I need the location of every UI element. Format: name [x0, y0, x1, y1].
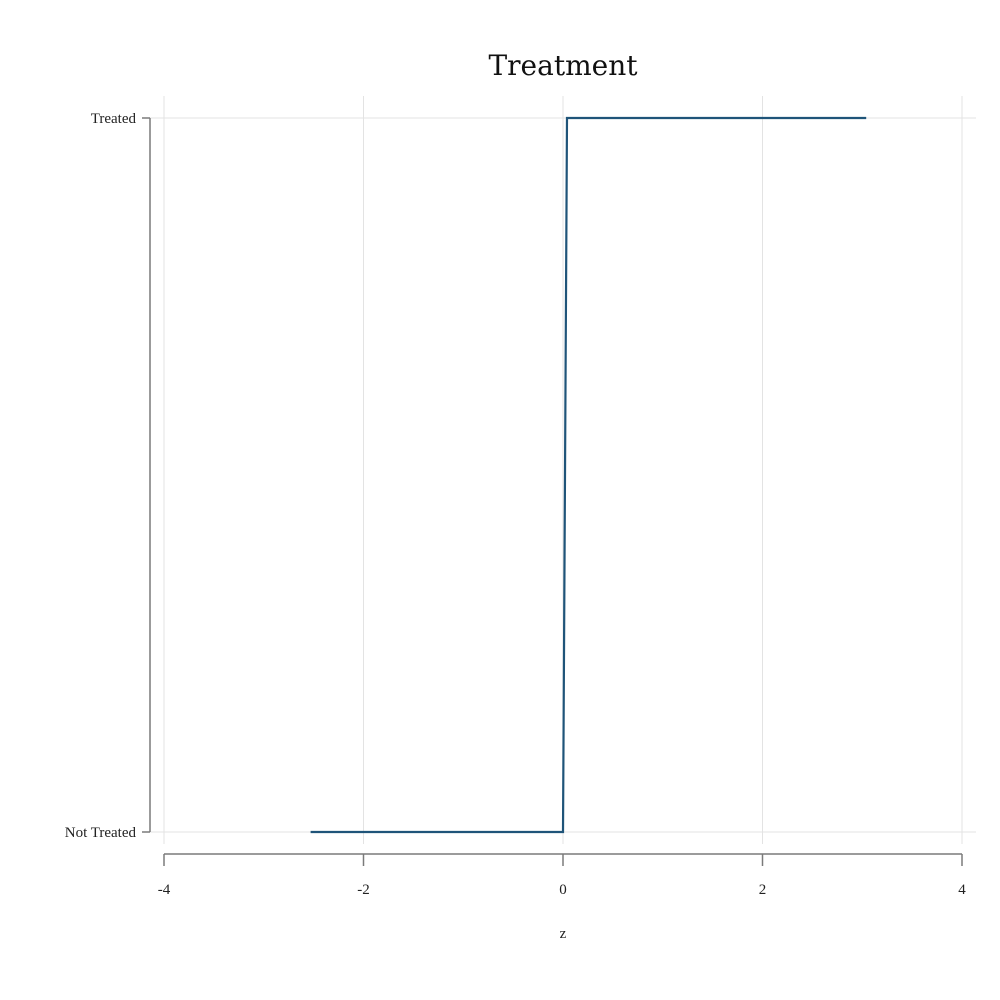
x-tick-label-0: -4 — [158, 882, 171, 898]
y-tick-label-0: Not Treated — [65, 825, 137, 841]
x-tick-label-1: -2 — [357, 882, 370, 898]
x-tick-label-3: 2 — [759, 882, 767, 898]
series-line-0 — [310, 116, 867, 834]
x-tick-label-4: 4 — [958, 882, 966, 898]
chart-title: Treatment — [489, 49, 639, 82]
x-tick-label-2: 0 — [559, 882, 567, 898]
y-tick-label-1: Treated — [91, 111, 137, 127]
x-axis-label: z — [560, 926, 567, 942]
series-group — [310, 116, 867, 834]
tick-labels: Not Treated Treated -4 -2 0 2 4 — [65, 111, 967, 898]
axes — [142, 117, 963, 866]
